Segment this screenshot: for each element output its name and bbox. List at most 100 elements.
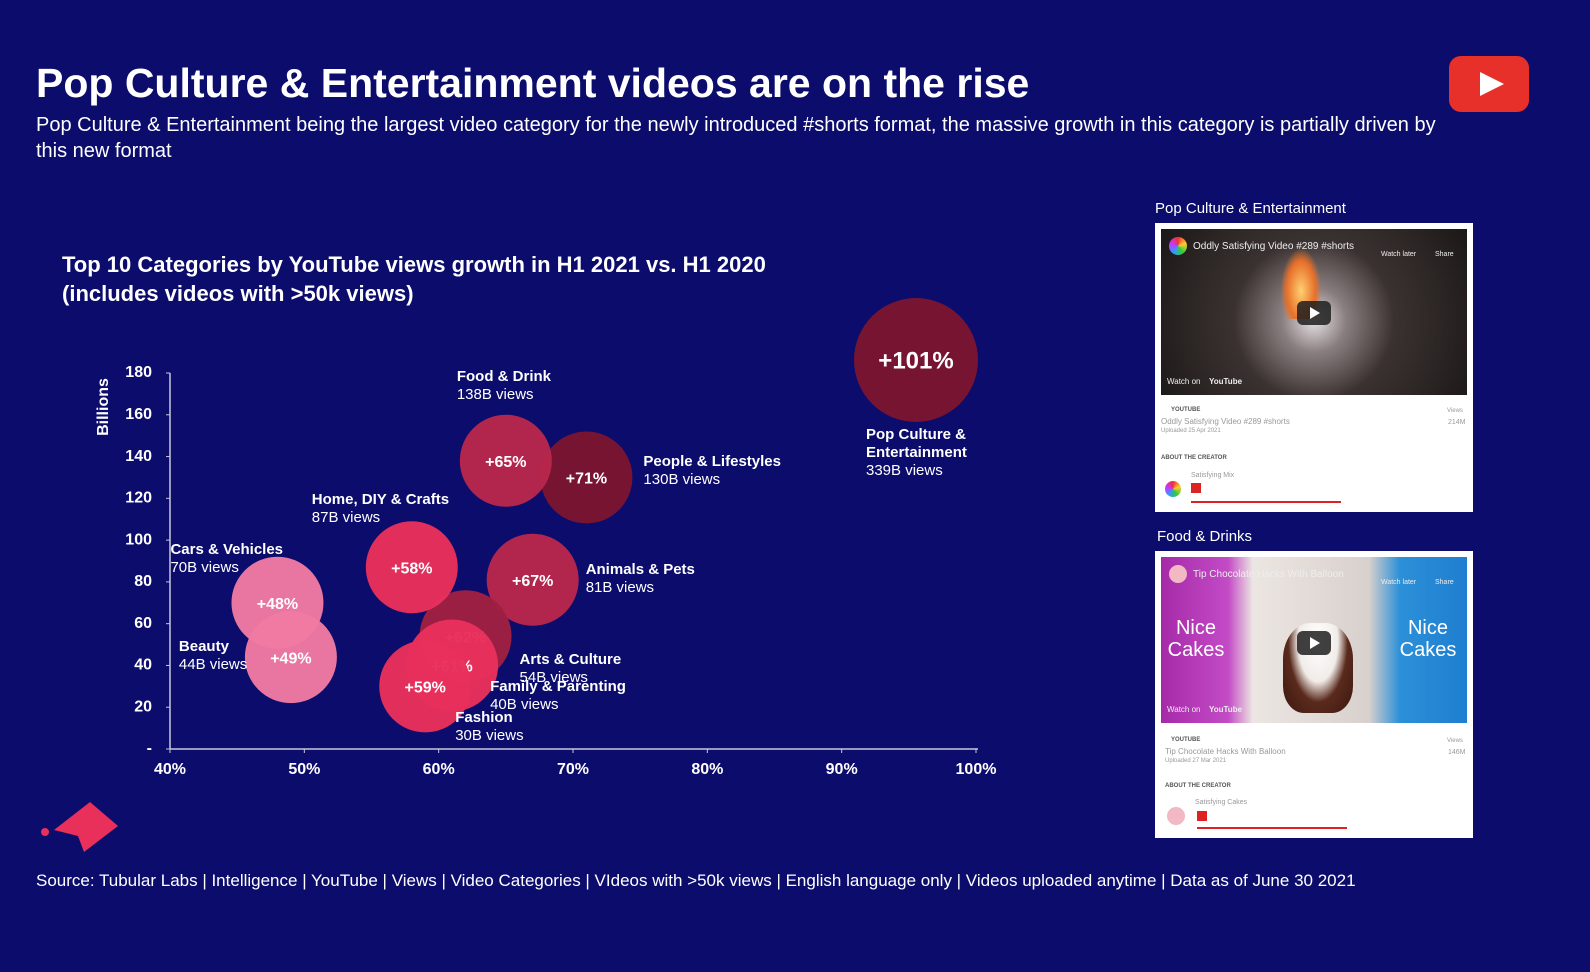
x-tick-label: 90% [826,761,858,778]
views-label: 54B views [519,669,588,687]
y-tick-label: 140 [125,448,152,465]
views: 214M [1448,419,1466,426]
views-label: 40B views [490,696,559,714]
category-name: People & Lifestyles [643,453,781,471]
bubble [486,533,579,626]
channel-icon [1169,237,1187,255]
share: Share [1435,579,1454,586]
y-tick-label: 80 [134,573,152,590]
bubble-label: +101% [878,347,953,374]
category-name: Pop Culture & Entertainment [866,426,967,461]
bubble-label: +71% [566,471,607,488]
views-label: 81B views [585,578,655,596]
point-label: Family & Parenting 40B views [490,678,626,714]
video-title: Tip Chocolate Hacks With Balloon [1193,569,1344,580]
creator-badge [1191,483,1201,493]
y-tick-label: 160 [125,406,152,423]
point-label: Cars & Vehicles 70B views [170,541,283,577]
channel-icon [1169,565,1187,583]
y-tick-label: - [147,740,152,757]
views-label: 138B views [456,385,534,403]
play-button[interactable] [1297,631,1331,655]
x-tick-label: 100% [956,761,997,778]
creator-badge [1197,811,1207,821]
source-tag: YOUTUBE [1171,407,1201,413]
video-title-small: Oddly Satisfying Video #289 #shorts [1161,417,1290,426]
bubble-label: +59% [405,680,446,697]
watch-later: Watch later [1381,251,1417,258]
y-tick-label: 180 [125,364,152,381]
category-name: Family & Parenting [490,678,626,696]
views-label: 44B views [178,656,248,674]
uploaded: Uploaded 25 Apr 2021 [1161,428,1221,434]
overlay-text: Nice Cakes [1399,617,1457,661]
video-title-small: Tip Chocolate Hacks With Balloon [1165,747,1286,756]
x-tick-label: 40% [154,761,186,778]
platform: YouTube [1209,705,1243,714]
example-heading: Pop Culture & Entertainment [1155,200,1346,217]
platform: YouTube [1209,377,1243,386]
bubble [540,431,633,524]
bubble [365,521,458,614]
bubble [459,414,552,507]
bubble-label: +67% [512,573,553,590]
category-name: Home, DIY & Crafts [311,491,450,509]
point-label: Animals & Pets 81B views [586,561,695,597]
slide-title: Pop Culture & Entertainment videos are o… [36,60,1030,106]
bubble-label: +58% [391,560,432,577]
category-name: Food & Drink [456,367,551,385]
bubble-label: +65% [485,454,526,471]
example-heading: Food & Drinks [1157,528,1253,545]
views-heading: Views [1447,408,1463,414]
progress-bar [1197,827,1347,829]
y-tick-label: 60 [134,615,152,632]
category-name: Cars & Vehicles [170,540,284,558]
about-creator: ABOUT THE CREATOR [1165,783,1231,789]
views-heading: Views [1447,738,1463,744]
point-label: People & Lifestyles 130B views [643,453,781,489]
category-name: Fashion [455,709,513,727]
bubble-label: +49% [270,650,311,667]
bubble [379,640,472,733]
category-name: Animals & Pets [585,560,695,578]
source-tag: YOUTUBE [1171,737,1201,743]
play-button[interactable] [1297,301,1331,325]
y-axis-title: Billions [95,378,112,436]
point-label: Beauty 44B views [179,638,247,674]
views-label: 130B views [643,471,721,489]
point-label: Food & Drink 138B views [457,368,551,404]
point-label: Home, DIY & Crafts 87B views [312,491,449,527]
chart-title: Top 10 Categories by YouTube views growt… [62,252,766,306]
progress-bar [1191,501,1341,503]
video-frame: Nice Cakes Nice Cakes Tip Chocolate Hack… [1161,557,1467,723]
views-label: 30B views [455,727,524,745]
x-tick-label: 60% [423,761,455,778]
video-frame: Oddly Satisfying Video #289 #shorts Watc… [1161,229,1467,395]
views-label: 339B views [866,462,943,479]
views-label: 70B views [170,558,239,576]
watch-later: Watch later [1381,579,1417,586]
bubble [244,611,337,704]
video-card: Nice Cakes Nice Cakes Tip Chocolate Hack… [1155,551,1473,838]
category-name: Arts & Culture [519,651,622,669]
creator: Satisfying Cakes [1195,799,1248,806]
point-label: Arts & Culture 54B views [520,651,622,687]
bubble [854,298,978,422]
share: Share [1435,251,1454,258]
category-name: Beauty [178,638,229,656]
x-tick-label: 80% [691,761,723,778]
views: 146M [1448,749,1466,756]
youtube-logo [1449,56,1529,112]
overlay-text: Nice Cakes [1167,617,1225,661]
y-tick-label: 40 [134,657,152,674]
video-card: Oddly Satisfying Video #289 #shorts Watc… [1155,223,1473,512]
about-creator: ABOUT THE CREATOR [1161,455,1227,461]
creator: Satisfying Mix [1191,472,1235,479]
point-label: Pop Culture & Entertainment 339B views [866,426,986,480]
watch-on: Watch on [1167,377,1201,386]
x-tick-label: 50% [288,761,320,778]
bubble-label: +48% [257,596,298,613]
views-label: 87B views [311,509,381,527]
